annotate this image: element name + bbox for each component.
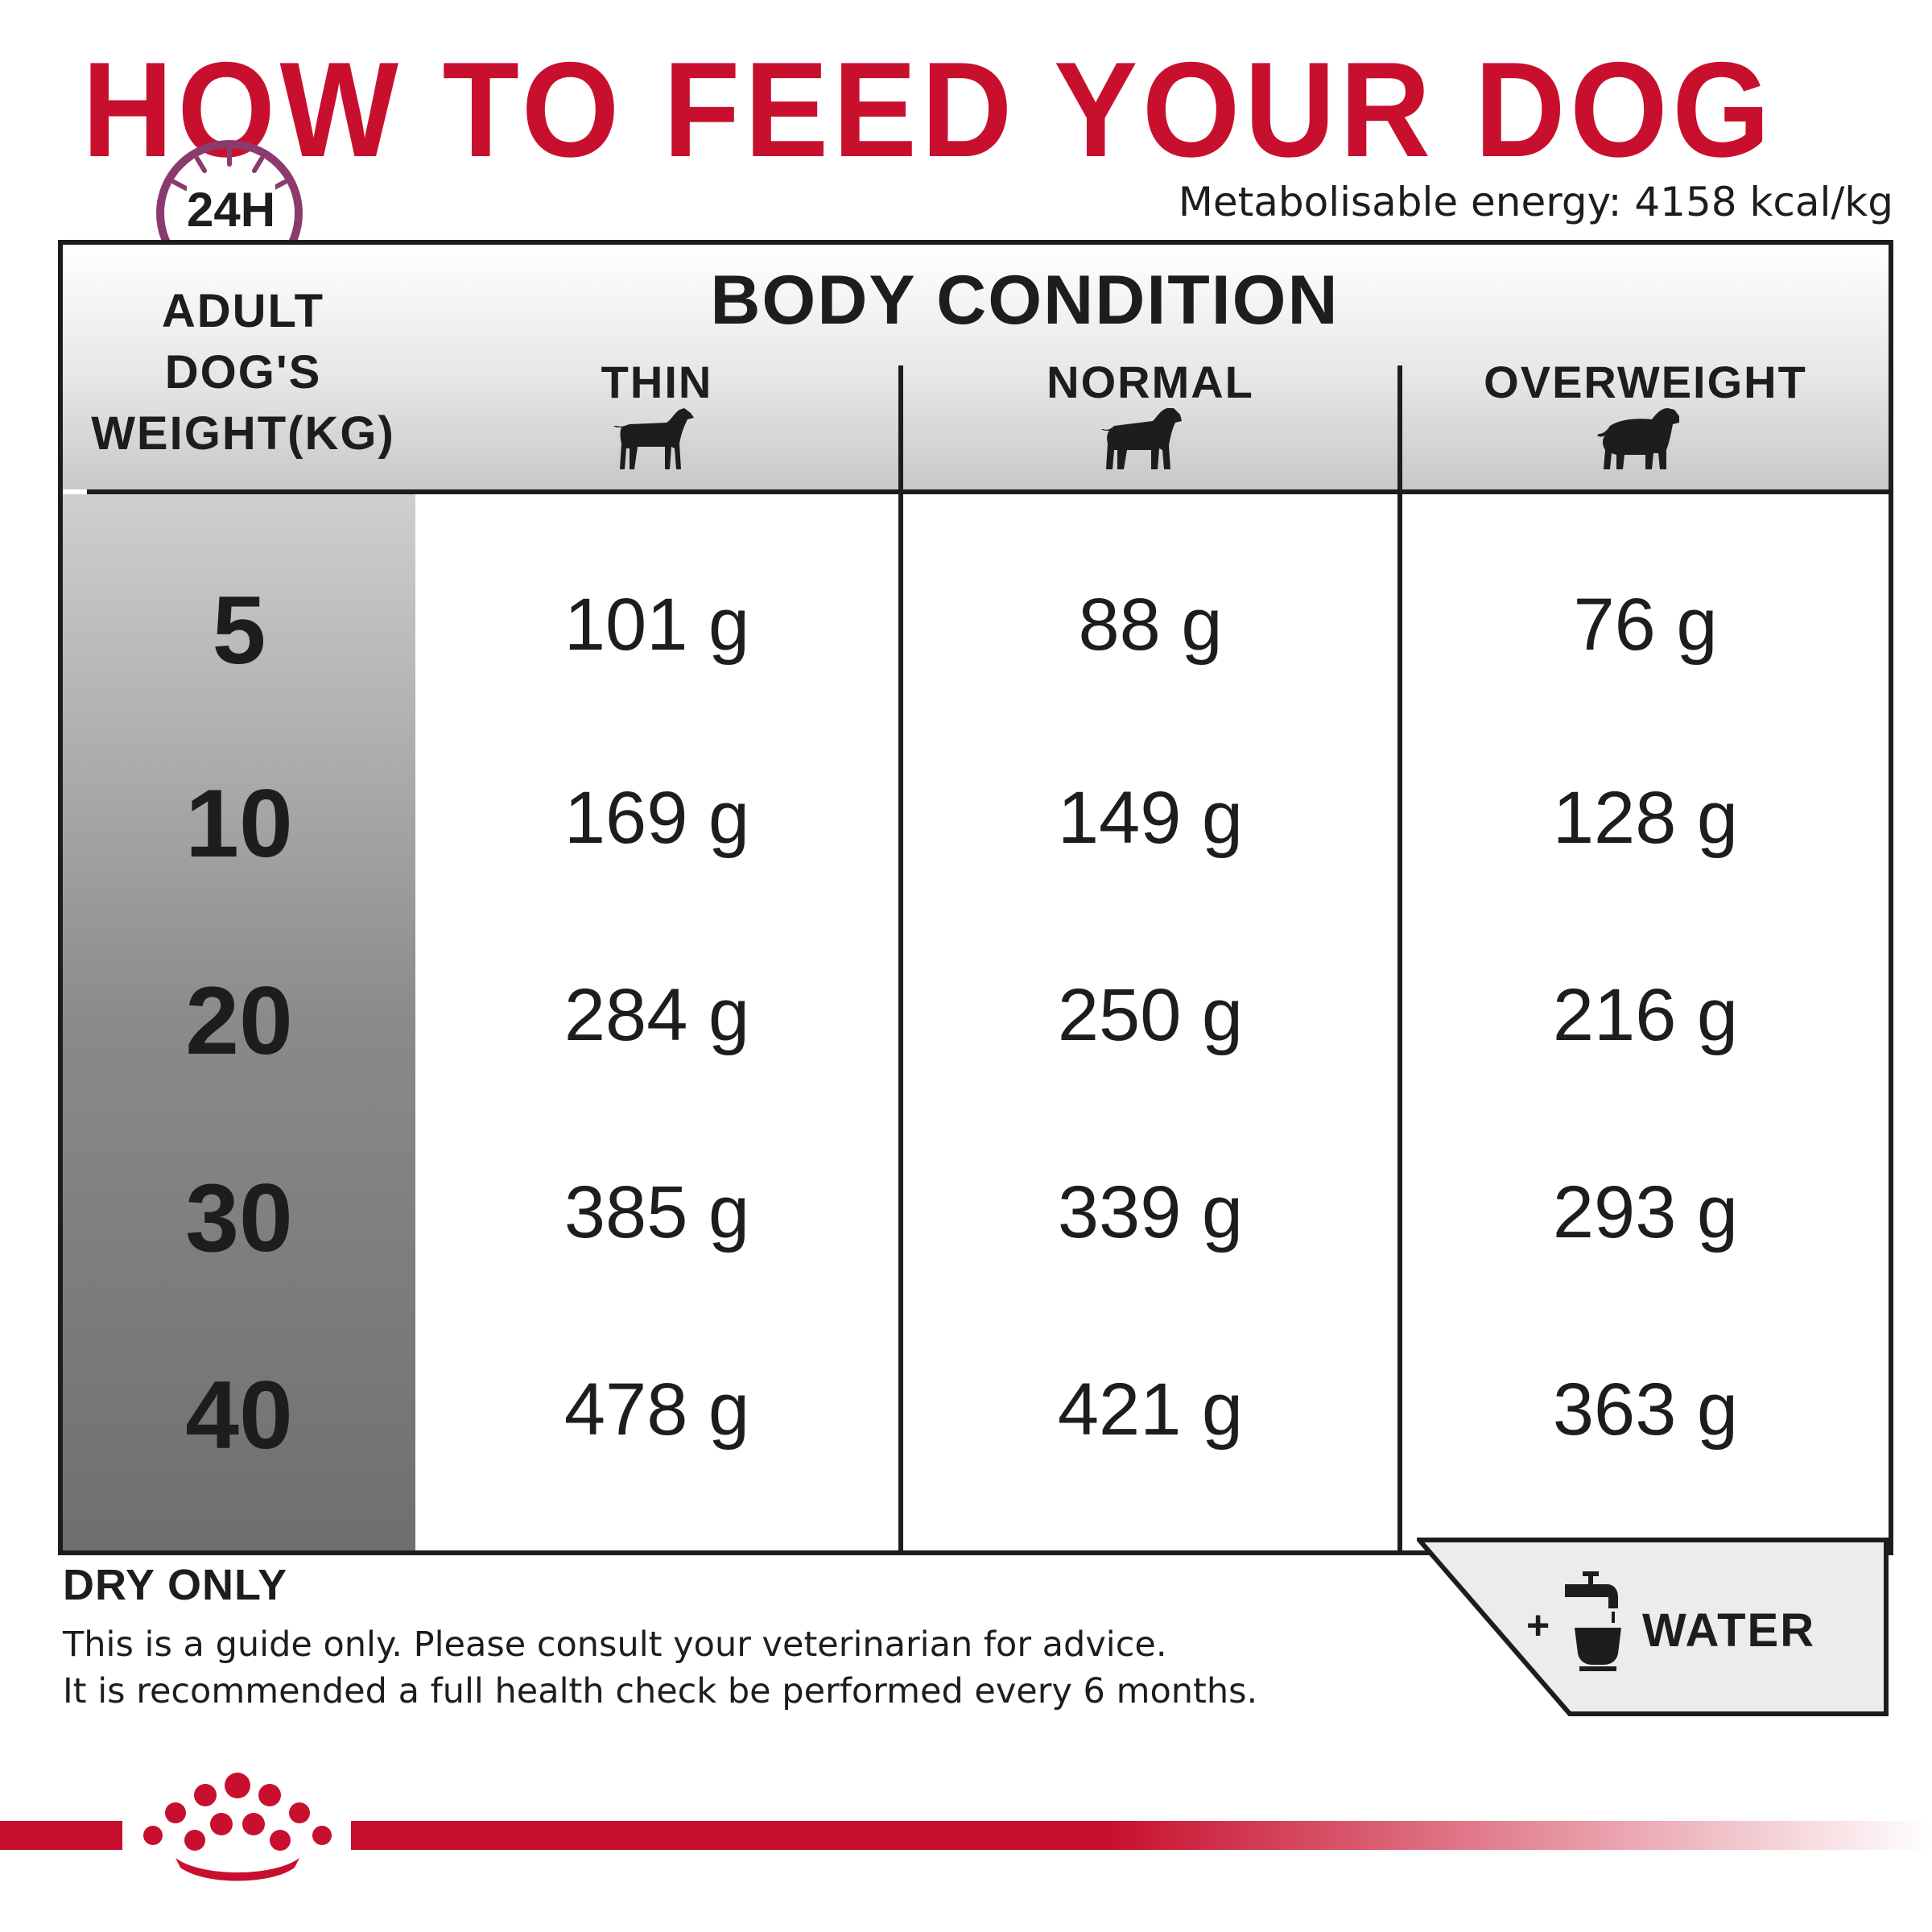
overweight-portion: 76 g bbox=[1573, 584, 1718, 666]
weight-value: 5 bbox=[212, 576, 266, 684]
column-header-overweight: OVERWEIGHT bbox=[1484, 357, 1807, 407]
overweight-dog-icon bbox=[1597, 408, 1679, 469]
thin-portion: 284 g bbox=[564, 974, 750, 1056]
weight-value: 30 bbox=[185, 1164, 293, 1272]
water-tap-bowl-icon bbox=[1565, 1571, 1621, 1671]
table-header bbox=[63, 245, 1889, 489]
weight-value: 40 bbox=[185, 1361, 293, 1469]
overweight-portion: 293 g bbox=[1552, 1171, 1739, 1253]
thin-dog-icon bbox=[613, 408, 694, 469]
thin-portion: 478 g bbox=[564, 1368, 750, 1451]
overweight-portion: 128 g bbox=[1552, 777, 1739, 859]
page-title: HOW TO FEED YOUR DOG bbox=[82, 34, 1775, 185]
weight-column bbox=[63, 494, 415, 1550]
thin-portion: 101 g bbox=[564, 584, 750, 666]
normal-portion: 421 g bbox=[1057, 1368, 1244, 1451]
feeding-table: ADULT DOG'S WEIGHT(KG) BODY CONDITION TH… bbox=[58, 240, 1893, 1555]
clock-label: 24H bbox=[187, 182, 276, 238]
weight-header-line: DOG'S bbox=[164, 346, 322, 398]
water-label: WATER bbox=[1642, 1604, 1816, 1657]
weight-header-line: ADULT bbox=[161, 285, 325, 337]
normal-portion: 250 g bbox=[1057, 974, 1244, 1056]
brand-strip-right bbox=[351, 1821, 1932, 1850]
guide-note: This is a guide only. Please consult you… bbox=[63, 1624, 1167, 1665]
normal-portion: 149 g bbox=[1057, 777, 1244, 859]
column-divider bbox=[898, 365, 903, 1550]
health-check-note: It is recommended a full health check be… bbox=[63, 1671, 1258, 1711]
metabolisable-energy: Metabolisable energy: 4158 kcal/kg bbox=[1178, 179, 1893, 225]
column-header-normal: NORMAL bbox=[1046, 357, 1254, 407]
column-header-thin: THIN bbox=[601, 357, 713, 407]
brand-strip-left bbox=[0, 1821, 122, 1850]
weight-header: ADULT DOG'S WEIGHT(KG) bbox=[63, 281, 423, 464]
normal-portion: 88 g bbox=[1078, 584, 1223, 666]
body-condition-header: BODY CONDITION bbox=[710, 262, 1340, 339]
header-divider bbox=[87, 489, 1889, 494]
dry-only-label: DRY ONLY bbox=[63, 1561, 288, 1609]
weight-header-line: WEIGHT(KG) bbox=[91, 407, 395, 460]
overweight-portion: 216 g bbox=[1552, 974, 1739, 1056]
weight-value: 10 bbox=[185, 770, 293, 877]
overweight-portion: 363 g bbox=[1552, 1368, 1739, 1451]
normal-portion: 339 g bbox=[1057, 1171, 1244, 1253]
weight-value: 20 bbox=[185, 967, 293, 1075]
water-plus-sign: + bbox=[1526, 1603, 1550, 1648]
normal-dog-icon bbox=[1101, 408, 1182, 469]
thin-portion: 169 g bbox=[564, 777, 750, 859]
water-box bbox=[1417, 1538, 1889, 1716]
crown-logo bbox=[143, 1773, 332, 1881]
column-divider bbox=[1397, 365, 1402, 1550]
thin-portion: 385 g bbox=[564, 1171, 750, 1253]
